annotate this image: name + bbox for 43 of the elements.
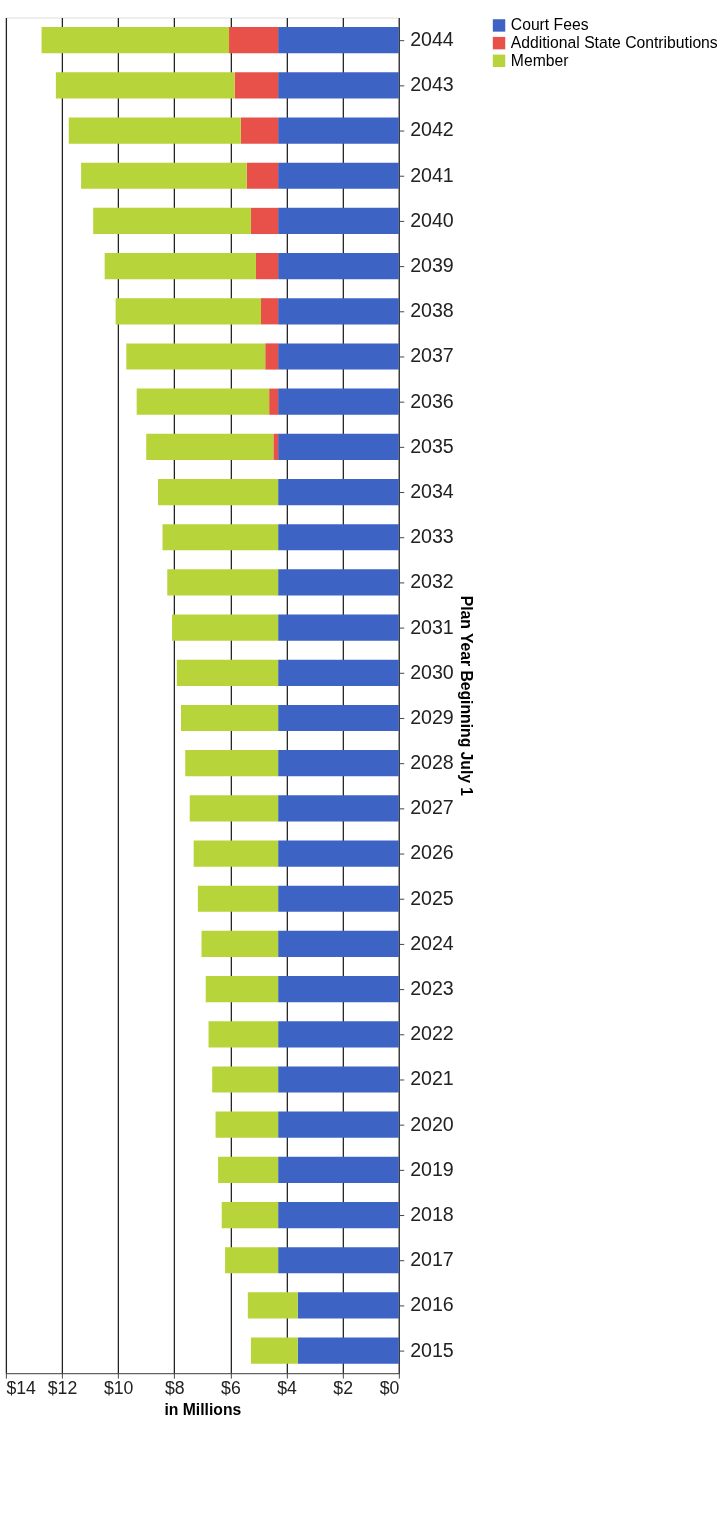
y-tick-label: 2032 xyxy=(410,570,454,593)
y-tick-label: 2026 xyxy=(410,841,454,864)
y-tick-label: 2027 xyxy=(410,796,454,819)
y-tick-label: 2044 xyxy=(410,28,454,51)
y-tick-label: 2023 xyxy=(410,977,454,1000)
y-tick-label: 2038 xyxy=(410,299,454,322)
y-tick-label: 2024 xyxy=(410,931,454,954)
y-tick-label: 2036 xyxy=(410,389,454,412)
x-tick-label: $8 xyxy=(164,1378,185,1399)
x-tick-label: $0 xyxy=(379,1378,400,1399)
y-tick-label: 2043 xyxy=(410,73,454,96)
y-tick-label: 2035 xyxy=(410,434,454,457)
y-tick-label: 2031 xyxy=(410,615,454,638)
y-tick-label: 2033 xyxy=(410,525,454,548)
y-tick-label: 2030 xyxy=(410,660,454,683)
x-tick-label: $4 xyxy=(277,1378,298,1399)
y-axis-title: Plan Year Beginning July 1 xyxy=(457,595,475,797)
x-tick-label: $6 xyxy=(221,1378,241,1399)
x-tick-label: $12 xyxy=(47,1378,78,1399)
y-tick-label: 2039 xyxy=(410,254,454,277)
y-tick-label: 2029 xyxy=(410,705,454,728)
y-tick-label: 2041 xyxy=(410,163,454,186)
y-tick-label: 2022 xyxy=(410,1022,454,1045)
x-tick-label: $14 xyxy=(6,1378,37,1399)
y-tick-label: 2020 xyxy=(410,1112,454,1135)
y-tick-label: 2028 xyxy=(410,751,454,774)
y-tick-label: 2042 xyxy=(410,118,454,141)
y-tick-label: 2019 xyxy=(410,1157,454,1180)
y-tick-label: 2015 xyxy=(410,1338,454,1361)
y-tick-label: 2037 xyxy=(410,344,454,367)
y-tick-label: 2040 xyxy=(410,208,454,231)
x-tick-label: $10 xyxy=(103,1378,134,1399)
y-tick-label: 2016 xyxy=(410,1293,454,1316)
y-tick-label: 2034 xyxy=(410,479,454,502)
x-tick-label: $2 xyxy=(333,1378,354,1399)
y-tick-label: 2025 xyxy=(410,886,454,909)
legend-label: Member xyxy=(510,51,569,69)
y-tick-label: 2021 xyxy=(410,1067,454,1090)
x-axis-title: in Millions xyxy=(164,1400,242,1418)
legend-label: Court Fees xyxy=(510,16,589,34)
legend-label: Additional State Contributions xyxy=(510,34,718,52)
y-tick-label: 2018 xyxy=(410,1202,454,1225)
y-tick-label: 2017 xyxy=(410,1248,454,1271)
